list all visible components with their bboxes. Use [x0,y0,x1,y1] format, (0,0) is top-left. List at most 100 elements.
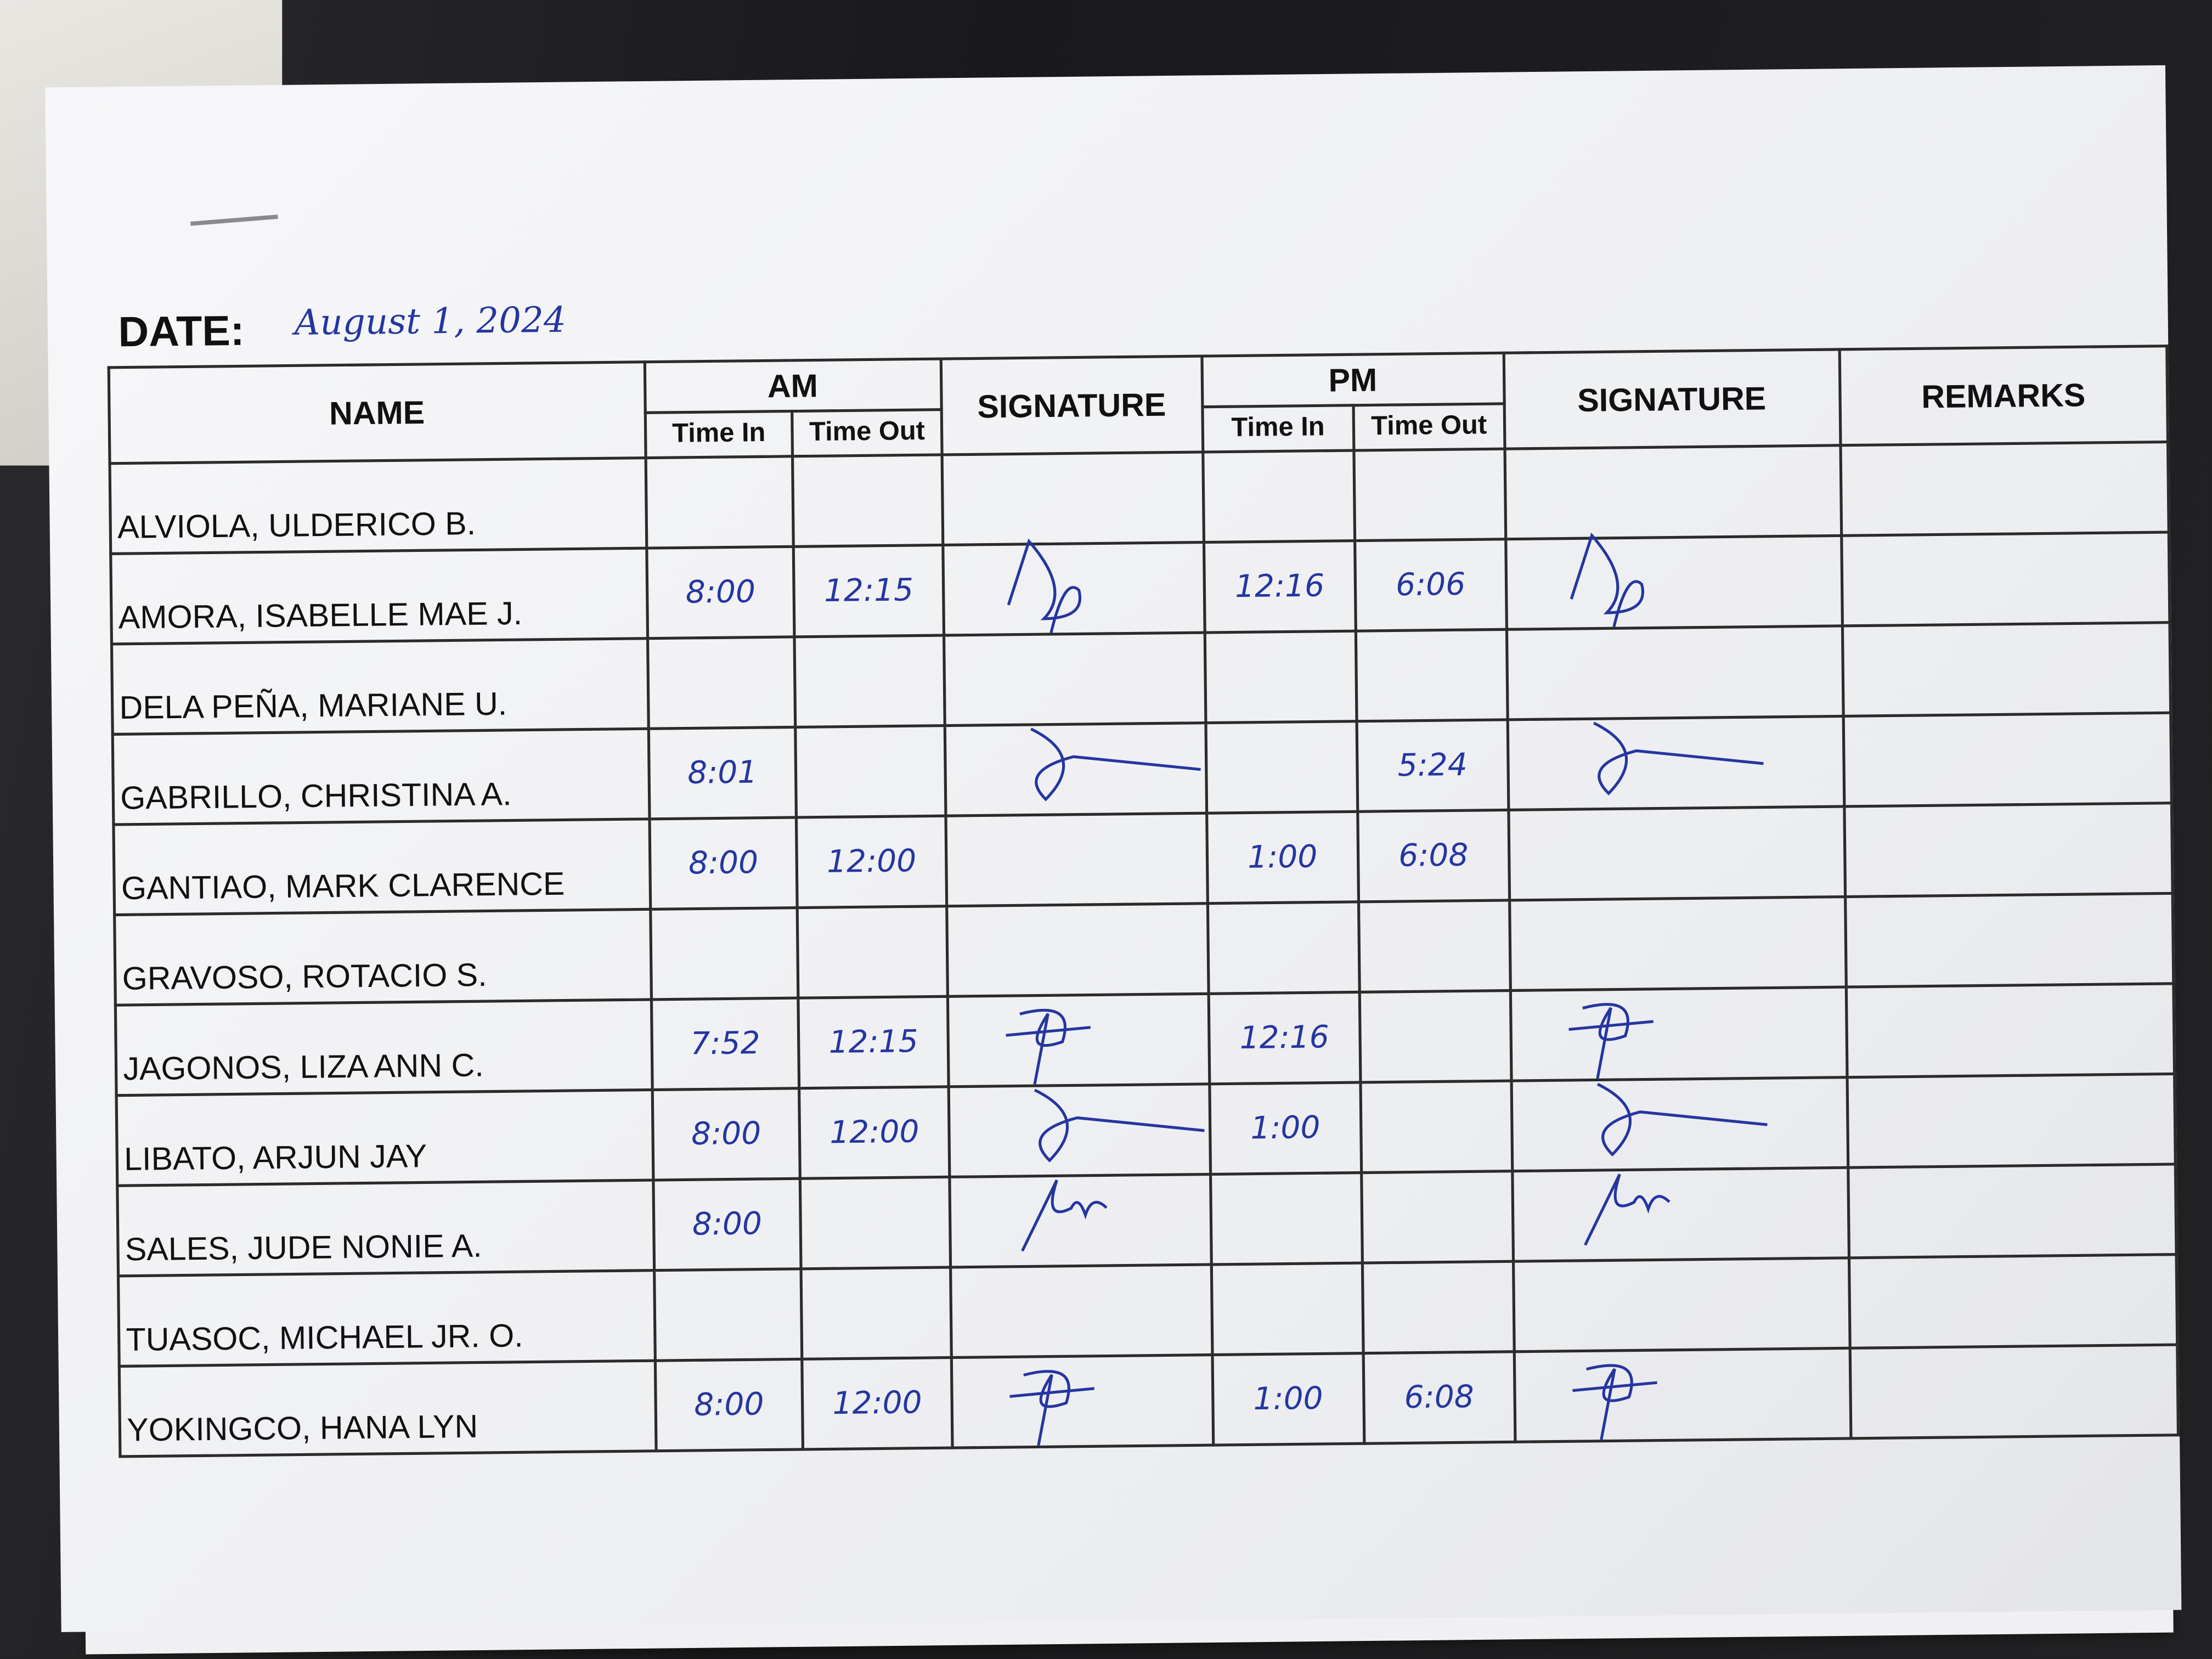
pm-signature [1511,1077,1848,1171]
pm-time-in: 1:00 [1206,811,1359,904]
am-signature [946,903,1209,997]
pm-time-out [1353,449,1506,541]
am-signature [945,813,1207,906]
am-time-in [653,1268,803,1361]
table-row: GABRILLO, CHRISTINA A. 8:01 5:24 [112,713,2172,825]
header-pm-time-out: Time Out [1353,403,1505,451]
handwritten-signature [1568,1003,1654,1079]
name-cell: ALVIOLA, ULDERICO B. [110,458,646,554]
am-signature [943,538,1205,636]
am-time-out [802,1267,951,1359]
pm-time-out: 5:24 [1357,719,1509,812]
pm-signature [1506,625,1843,720]
am-time-in: 8:00 [648,817,798,910]
am-time-in: 8:00 [646,546,795,639]
handwritten-signature [1596,1082,1767,1157]
name-cell: LIBATO, ARJUN JAY [116,1090,653,1186]
pm-signature [1510,987,1847,1081]
handwritten-signature [1009,1370,1094,1446]
remarks-cell [1849,1345,2179,1438]
pm-time-in: 1:00 [1209,1082,1362,1175]
name-cell: JAGONOS, LIZA ANN C. [115,999,652,1096]
name-cell: DELA PEÑA, MARIANE U. [111,638,648,735]
pm-time-in [1207,901,1360,994]
am-time-out: 12:00 [799,1086,950,1179]
am-time-out [795,725,946,817]
am-time-in: 7:52 [651,998,800,1090]
remarks-cell [1841,532,2170,626]
header-pm-time-in: Time In [1202,405,1354,452]
am-time-out [794,635,945,727]
am-signature [944,723,1206,816]
remarks-cell [1843,803,2173,897]
am-time-out [798,906,947,998]
am-time-in: 8:01 [648,727,797,819]
pm-signature [1509,896,1846,991]
handwritten-signature [1005,1008,1091,1085]
header-remarks: REMARKS [1839,346,2168,445]
name-cell: SALES, JUDE NONIE A. [117,1180,654,1276]
name-cell: GABRILLO, CHRISTINA A. [112,729,649,825]
name-cell: GRAVOSO, ROTACIO S. [114,909,651,1006]
pm-time-out [1359,990,1511,1082]
am-signature [947,994,1210,1087]
pm-time-out [1360,1081,1513,1173]
table-row: SALES, JUDE NONIE A. 8:00 [117,1164,2177,1276]
am-time-out [800,1177,950,1269]
handwritten-signature [1020,1179,1108,1252]
remarks-cell [1846,983,2175,1077]
table-row: JAGONOS, LIZA ANN C. 7:52 12:15 12:16 [115,983,2175,1096]
header-am-time-in: Time In [645,411,793,458]
table-row: LIBATO, ARJUN JAY 8:00 12:00 1:00 [116,1074,2176,1186]
remarks-cell [1847,1164,2177,1258]
handwritten-signature [1572,1364,1657,1440]
date-value: August 1, 2024 [294,299,567,343]
am-time-in [650,907,799,1000]
handwritten-signature [1583,1173,1670,1246]
pm-time-in [1204,631,1357,723]
pm-time-in: 1:00 [1212,1353,1364,1446]
table-row: AMORA, ISABELLE MAE J. 8:00 12:15 12:16 6:06 [110,532,2170,644]
remarks-cell [1843,713,2172,807]
remarks-cell [1848,1254,2177,1348]
am-time-out: 12:15 [794,545,944,637]
pm-time-out [1362,1261,1514,1353]
header-signature-am: SIGNATURE [940,356,1203,455]
pm-time-in [1211,1263,1364,1355]
pm-time-in [1205,721,1358,814]
remarks-cell [1839,442,2169,536]
header-pm: PM [1201,353,1504,407]
am-time-in [645,456,794,549]
remarks-cell [1842,622,2171,716]
pm-signature [1512,1167,1849,1262]
name-cell: GANTIAO, MARK CLARENCE [113,819,650,915]
am-time-out: 12:00 [802,1357,952,1449]
date-label: DATE: [118,308,245,357]
pm-time-out: 6:06 [1355,539,1506,631]
pm-signature [1508,806,1845,900]
pm-time-out [1356,629,1508,721]
name-cell: TUASOC, MICHAEL JR. O. [118,1270,655,1367]
am-time-in: 8:00 [654,1359,804,1451]
handwritten-signature [1030,727,1201,802]
am-signature [951,1355,1214,1448]
am-signature [948,1084,1210,1177]
am-signature [943,633,1206,726]
remarks-cell [1844,893,2174,988]
am-time-out: 12:00 [797,816,947,908]
name-cell: AMORA, ISABELLE MAE J. [110,548,647,644]
pm-time-in [1203,450,1355,543]
pm-signature [1514,1348,1850,1442]
pm-signature [1513,1257,1850,1352]
header-signature-pm: SIGNATURE [1503,349,1840,449]
table-row: YOKINGCO, HANA LYN 8:00 12:00 1:00 6:08 [119,1345,2179,1457]
pm-signature [1505,532,1842,630]
attendance-table: NAME AM SIGNATURE PM SIGNATURE REMARKS T… [108,345,2180,1458]
pm-signature [1507,716,1844,810]
pm-time-out: 6:08 [1363,1351,1515,1444]
pm-time-out [1358,900,1510,992]
attendance-sheet: DATE: August 1, 2024 NAME AM SIGNATURE P… [45,65,2182,1632]
pm-time-in: 12:16 [1203,540,1356,633]
pm-time-out: 6:08 [1357,810,1509,902]
am-time-in [647,636,796,729]
